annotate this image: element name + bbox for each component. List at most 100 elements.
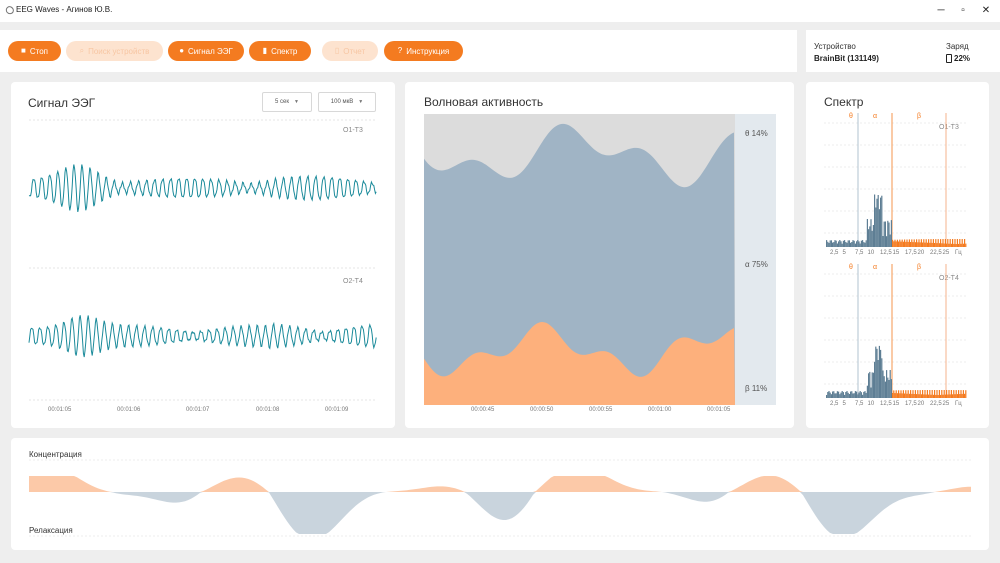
spectrum-bar <box>961 239 963 247</box>
spectrum-bar <box>890 379 892 398</box>
wave-time-tick: 00:00:50 <box>530 407 554 413</box>
theta-percent: θ 14% <box>745 129 768 138</box>
spectrum-bar <box>892 239 894 247</box>
spectrum-bar <box>954 394 956 398</box>
spectrum-tick: 10 <box>867 401 875 407</box>
spectrum-bar <box>906 393 908 398</box>
spectrum-bar <box>829 240 831 247</box>
spectrum-bar <box>942 239 944 247</box>
spectrum-bar <box>844 394 846 398</box>
spectrum-bar <box>929 390 931 398</box>
spectrum-bar <box>907 390 909 398</box>
eeg-time-tick: 00:01:07 <box>186 407 210 413</box>
spectrum-bar <box>880 349 882 398</box>
eeg-time-tick: 00:01:06 <box>117 407 141 413</box>
spectrum-bar <box>944 394 946 398</box>
spectrum-bar <box>934 243 936 247</box>
spectrum-bar <box>913 394 915 398</box>
spectrum-bar <box>947 394 949 398</box>
minimize-button[interactable]: ─ <box>937 4 945 16</box>
spectrum-bar <box>950 243 952 247</box>
spectrum-bar <box>870 219 872 247</box>
spectrum-bar <box>899 239 901 247</box>
maximize-button[interactable]: ▫ <box>961 4 965 16</box>
title-bar: EEG Waves - Агинов Ю.В. ─ ▫ ✕ <box>0 0 1000 22</box>
spectrum-tick: 15 <box>892 401 900 407</box>
spectrum-bar <box>828 242 830 247</box>
spectrum-bar <box>856 391 858 398</box>
spectrum-bar <box>852 393 854 398</box>
spectrum-bar <box>826 240 828 247</box>
spectrum-bar <box>919 390 921 398</box>
state-card: Концентрация Релаксация <box>11 438 989 550</box>
alpha-percent: α 75% <box>745 260 768 269</box>
theta-band-letter: θ <box>849 264 853 271</box>
instructions-button[interactable]: ? Инструкция <box>384 41 463 61</box>
report-button[interactable]: ▯ Отчет <box>322 41 378 61</box>
spectrum-bar <box>865 392 867 398</box>
spectrum-bar <box>864 242 866 247</box>
spectrum-bar <box>943 243 945 247</box>
eeg-wave-o1t3 <box>28 164 377 213</box>
spectrum-bar <box>878 209 880 247</box>
spectrum-bar <box>841 391 843 398</box>
spectrum-tick: 5 <box>842 401 846 407</box>
spectrum-bar <box>884 381 886 398</box>
spectrum-button[interactable]: ▮ Спектр <box>249 41 311 61</box>
charge-label: Заряд <box>946 42 969 51</box>
chevron-down-icon: ▼ <box>358 99 364 105</box>
spectrum-bar <box>864 391 866 398</box>
eeg-signal-button[interactable]: ● Сигнал ЭЭГ <box>168 41 244 61</box>
spectrum-bar <box>866 385 868 398</box>
eeg-wave-o2t4 <box>28 315 377 358</box>
spectrum-bar <box>854 243 856 247</box>
stop-button[interactable]: ■ Стоп <box>8 41 61 61</box>
spectrum-bar <box>840 392 842 398</box>
spectrum-tick: Гц <box>955 250 962 256</box>
spectrum-bar <box>914 242 916 247</box>
spectrum-bar <box>896 393 898 398</box>
spectrum-bar <box>935 394 937 398</box>
amplitude-select[interactable]: 100 мкВ ▼ <box>318 92 376 112</box>
spectrum-bar <box>938 243 940 247</box>
spectrum-bar <box>924 390 926 398</box>
spectrum-bar <box>887 220 889 247</box>
spectrum-bar <box>865 240 867 247</box>
spectrum-bar <box>898 241 900 247</box>
eeg-signal-title: Сигнал ЭЭГ <box>28 96 96 110</box>
spectrum-bar <box>850 391 852 398</box>
spectrum-bar <box>880 197 882 247</box>
beta-percent: β 11% <box>745 384 768 393</box>
spectrum-bar <box>858 392 860 398</box>
spectrum-tick: 25 <box>942 250 950 256</box>
spectrum-tick: 17,5 <box>905 250 917 256</box>
brain-app-icon <box>5 6 14 15</box>
spectrum-channel-o2t4: O2-T4 <box>939 275 959 282</box>
spectrum-bar <box>890 220 892 247</box>
spectrum-bar <box>883 221 885 247</box>
spectrum-bar <box>965 390 967 398</box>
spectrum-bar <box>919 242 921 247</box>
time-window-select[interactable]: 5 сек ▼ <box>262 92 312 112</box>
spectrum-bar <box>953 243 955 247</box>
device-name: BrainBit (131149) <box>814 54 879 63</box>
spectrum-bar <box>834 393 836 398</box>
spectrum-chart <box>824 113 967 398</box>
spectrum-bar <box>938 390 940 398</box>
spectrum-bar <box>944 239 946 247</box>
spectrum-bar <box>862 394 864 398</box>
spectrum-tick: 12,5 <box>880 250 892 256</box>
spectrum-bar <box>874 361 876 398</box>
search-device-button[interactable]: ⌕ Поиск устройств <box>66 41 163 61</box>
spectrum-bar <box>912 390 914 398</box>
eeg-signal-button-label: Сигнал ЭЭГ <box>188 46 233 56</box>
spectrum-bar <box>929 242 931 247</box>
spectrum-bar <box>955 244 957 247</box>
spectrum-bar <box>962 243 964 247</box>
close-button[interactable]: ✕ <box>981 4 991 16</box>
spectrum-bar <box>958 243 960 247</box>
spectrum-bar <box>911 239 913 247</box>
spectrum-bar <box>893 241 895 247</box>
spectrum-bar <box>913 239 915 247</box>
time-window-value: 5 сек <box>275 99 289 105</box>
